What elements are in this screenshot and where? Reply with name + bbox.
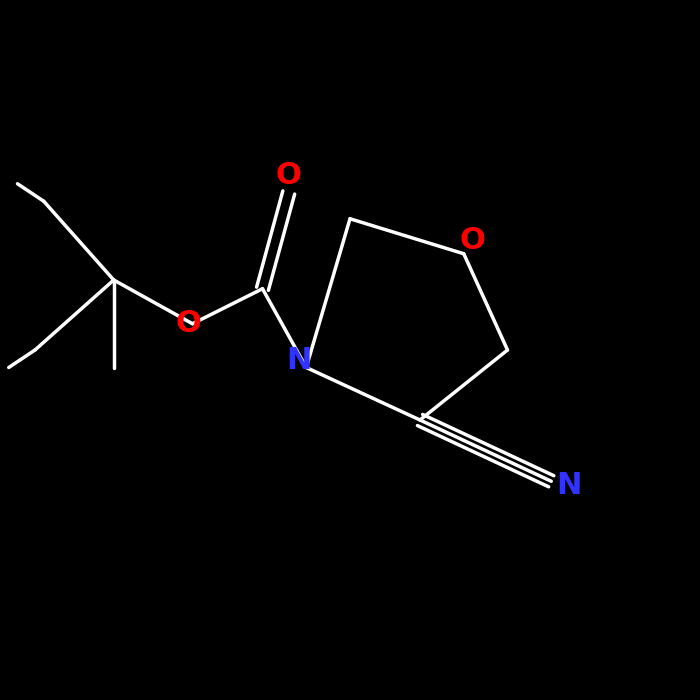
Text: O: O: [460, 226, 485, 255]
Text: N: N: [286, 346, 312, 375]
Text: O: O: [175, 309, 201, 338]
Text: O: O: [276, 160, 302, 190]
Text: N: N: [556, 471, 582, 500]
